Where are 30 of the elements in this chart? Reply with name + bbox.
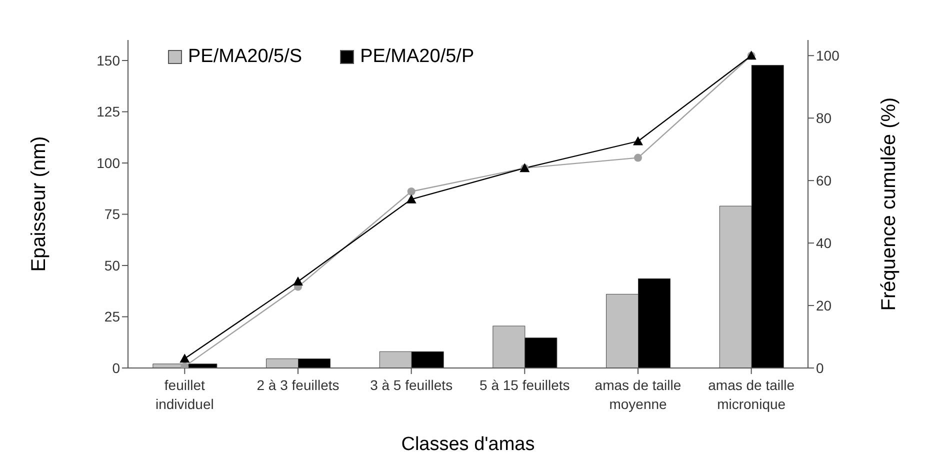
point <box>633 136 643 146</box>
point <box>406 194 416 204</box>
x-tick-label: 5 à 15 feuillets <box>480 377 570 393</box>
y2-tick-label: 40 <box>816 235 832 252</box>
y-tick-label: 125 <box>96 104 120 120</box>
y-tick-label: 75 <box>104 206 120 222</box>
y2-tick-label: 0 <box>816 360 824 376</box>
y2-tick-label: 60 <box>816 172 832 189</box>
y2-tick-label: 100 <box>816 48 840 64</box>
y-tick-label: 0 <box>112 360 120 376</box>
x-tick-label: amas de taille moyenne <box>594 377 682 412</box>
y-tick-label: 25 <box>104 308 120 325</box>
legend-label: PE/MA20/5/P <box>360 46 474 68</box>
x-tick-label: 3 à 5 feuillets <box>370 377 453 393</box>
point <box>407 188 416 196</box>
y-tick-label: 100 <box>96 154 120 171</box>
y-tick-label: 150 <box>96 52 120 68</box>
x-tick-label: 2 à 3 feuillets <box>256 377 340 393</box>
point <box>293 276 303 286</box>
y-axis-title: Epaisseur (nm) <box>28 136 50 272</box>
y2-tick-label: 20 <box>816 297 832 314</box>
x-tick-label: feuillet individuel <box>155 377 214 412</box>
point <box>634 154 642 162</box>
y-tick-label: 50 <box>104 257 120 274</box>
x-tick-label: amas de taille micronique <box>708 377 795 412</box>
legend-label: PE/MA20/5/S <box>188 46 302 68</box>
y2-axis-title: Fréquence cumulée (%) <box>878 97 900 311</box>
point <box>180 354 190 363</box>
x-axis-title: Classes d'amas <box>401 434 535 455</box>
y2-tick-label: 80 <box>816 110 832 126</box>
